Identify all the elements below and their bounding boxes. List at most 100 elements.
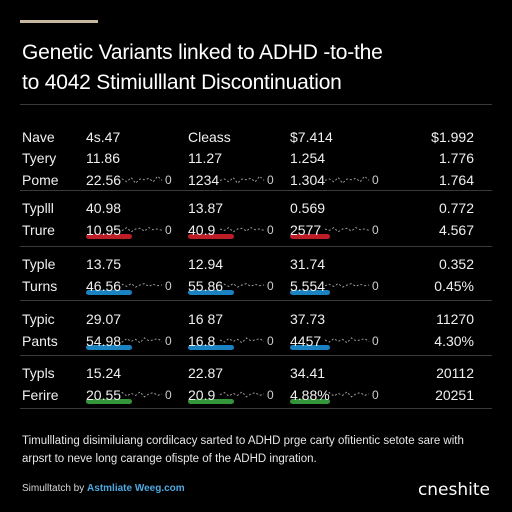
sparkline	[324, 175, 370, 184]
row-label: Typle	[22, 256, 56, 272]
row-label: Typls	[22, 365, 55, 381]
highlight-bar	[290, 345, 330, 350]
sparkline	[324, 391, 370, 398]
sparkline	[117, 175, 163, 184]
column-header: $1.992	[431, 129, 474, 145]
row-label: Pants	[22, 333, 58, 349]
sparkline-zero-marker: 0	[165, 279, 172, 293]
sparkline-path	[219, 337, 265, 344]
sparkline	[219, 282, 265, 288]
sparkline-zero-marker: 0	[165, 223, 172, 237]
table-row: Typic 29.07 16 87 37.73 11270	[0, 309, 512, 329]
column-header: Cleass	[188, 129, 231, 145]
sparkline-path	[324, 282, 370, 288]
sparkline-path	[219, 391, 265, 398]
table-cell: 46.56	[86, 278, 122, 294]
table-cell: 34.41	[290, 365, 326, 381]
row-label: Pome	[22, 172, 59, 188]
table-cell: 2577	[290, 222, 322, 238]
sparkline	[219, 175, 265, 184]
table-cell: 1.776	[438, 150, 474, 166]
table-cell: 20.9	[188, 387, 216, 403]
sparkline-zero-marker: 0	[165, 334, 172, 348]
sparkline	[117, 226, 163, 233]
table-row: Turns 46.56 55.86 5.554 0.45% 0 0 0	[0, 276, 512, 296]
highlight-bar	[86, 290, 132, 295]
table-cell: 40.9	[188, 222, 216, 238]
sparkline	[117, 337, 163, 344]
sparkline-path	[117, 175, 163, 184]
sparkline-zero-marker: 0	[165, 173, 172, 187]
sparkline-zero-marker: 0	[267, 223, 274, 237]
table-cell: 0.45%	[434, 278, 474, 294]
row-label: Typic	[22, 311, 55, 327]
brand-logo: cneshite	[417, 480, 490, 500]
credit-prefix: Simulltatch by	[22, 483, 85, 494]
table-row: Trure 10.95 40.9 2577 4.567 0 0 0	[0, 220, 512, 240]
sparkline	[117, 391, 163, 398]
highlight-bar	[188, 345, 234, 350]
table-row: Ferire 20.55 20.9 4.88% 20251 0 0 0	[0, 385, 512, 405]
sparkline-zero-marker: 0	[267, 334, 274, 348]
sparkline-path	[324, 226, 370, 233]
credit-link[interactable]: Astmliate Weeg.com	[87, 483, 185, 494]
sparkline	[219, 226, 265, 233]
table-cell: 5.554	[290, 278, 326, 294]
sparkline	[219, 337, 265, 344]
sparkline-path	[117, 391, 163, 398]
row-label: Tyery	[22, 150, 57, 166]
sparkline-zero-marker: 0	[372, 388, 379, 402]
sparkline-path	[117, 226, 163, 233]
table-cell: 40.98	[86, 200, 122, 216]
sparkline-path	[324, 391, 370, 398]
row-divider	[20, 300, 492, 301]
sparkline-zero-marker: 0	[267, 388, 274, 402]
table-cell: 16.8	[188, 333, 216, 349]
highlight-bar	[86, 345, 132, 350]
table-cell: 13.87	[188, 200, 224, 216]
accent-bar	[20, 20, 98, 23]
row-label: Turns	[22, 278, 58, 294]
sparkline-path	[219, 282, 265, 288]
sparkline-zero-marker: 0	[267, 173, 274, 187]
sparkline-zero-marker: 0	[372, 173, 379, 187]
table-cell: 31.74	[290, 256, 326, 272]
row-label: Typlll	[22, 200, 54, 216]
table-cell: 0.569	[290, 200, 326, 216]
row-divider	[20, 246, 492, 247]
column-header: Nave	[22, 129, 55, 145]
title-divider	[20, 104, 492, 105]
table-cell: 20112	[436, 365, 474, 381]
table-row: Pants 54.98 16.8 4457 4.30% 0 0 0	[0, 331, 512, 351]
table-header-row: Nave 4s.47 Cleass $7.414 $1.992	[0, 127, 512, 147]
table-cell: 11.27	[188, 150, 222, 166]
title-line-2: to 4042 Stimiulllant Discontinuation	[22, 71, 342, 94]
sparkline	[324, 282, 370, 288]
row-divider	[20, 355, 492, 356]
sparkline-path	[324, 337, 370, 344]
sparkline-zero-marker: 0	[372, 223, 379, 237]
table-row: Typle 13.75 12.94 31.74 0.352	[0, 254, 512, 274]
sparkline-zero-marker: 0	[165, 388, 172, 402]
table-cell: 29.07	[86, 311, 122, 327]
table-cell: 16 87	[188, 311, 224, 327]
table-cell: 22.87	[188, 365, 224, 381]
table-cell: 12.94	[188, 256, 224, 272]
table-cell: 13.75	[86, 256, 122, 272]
sparkline-path	[324, 175, 370, 184]
table-cell: 55.86	[188, 278, 224, 294]
highlight-bar	[86, 234, 132, 239]
table-cell: 1.764	[438, 172, 474, 188]
sparkline-path	[219, 226, 265, 233]
row-label: Ferire	[22, 387, 59, 403]
row-divider	[20, 190, 492, 191]
highlight-bar	[86, 399, 132, 404]
page-title: Genetic Variants linked to ADHD -to-the …	[22, 38, 383, 98]
sparkline-path	[117, 282, 163, 288]
row-divider	[20, 408, 492, 409]
table-cell: 22.56	[86, 172, 122, 188]
column-header: $7.414	[290, 129, 333, 145]
table-cell: 4.88%	[290, 387, 330, 403]
column-header: 4s.47	[86, 129, 121, 145]
table-cell: 20251	[435, 387, 474, 403]
